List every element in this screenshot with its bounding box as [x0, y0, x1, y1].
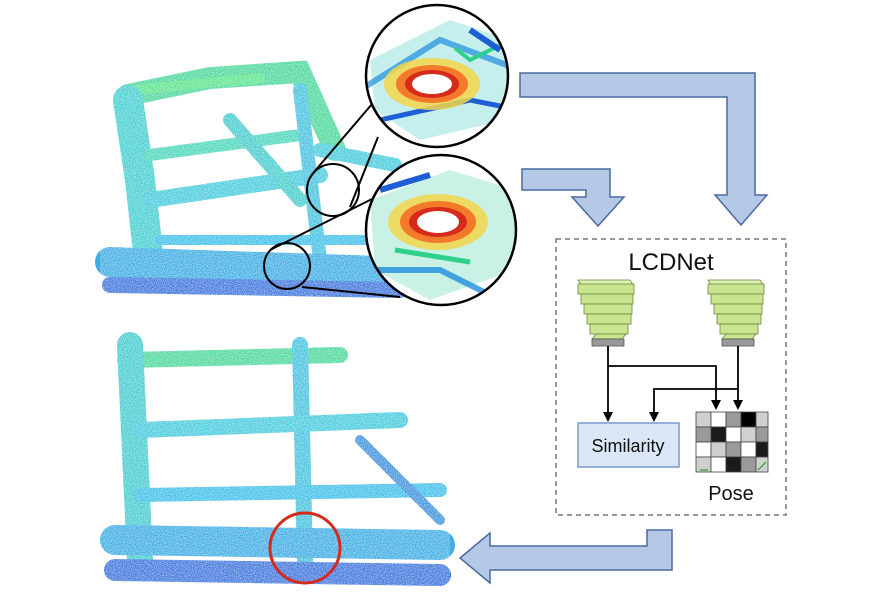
left-encoder-icon	[577, 279, 635, 347]
zoom-lens-lower-icon	[364, 153, 518, 307]
encoder-connections	[603, 346, 743, 422]
lcdnet-box	[555, 238, 787, 516]
loop-candidate-circle-upper	[306, 163, 360, 217]
similarity-label: Similarity	[591, 436, 664, 456]
bottom-point-cloud-map-icon	[100, 330, 455, 595]
zoom-connector-lines	[269, 103, 401, 298]
top-point-cloud-map-icon	[95, 60, 425, 305]
lcdnet-title: LCDNet	[628, 249, 714, 276]
arrow-to-left-encoder-icon	[521, 168, 626, 228]
loop-closure-circle	[268, 511, 342, 585]
arrow-to-right-encoder-icon	[519, 72, 769, 227]
pose-matrix-icon	[695, 411, 769, 473]
right-encoder-icon	[707, 279, 765, 347]
arrow-to-output-map-icon	[458, 529, 673, 585]
pose-label: Pose	[708, 483, 754, 505]
similarity-box	[577, 422, 680, 468]
loop-candidate-circle-lower	[263, 242, 311, 290]
zoom-lens-upper-icon	[364, 3, 510, 149]
